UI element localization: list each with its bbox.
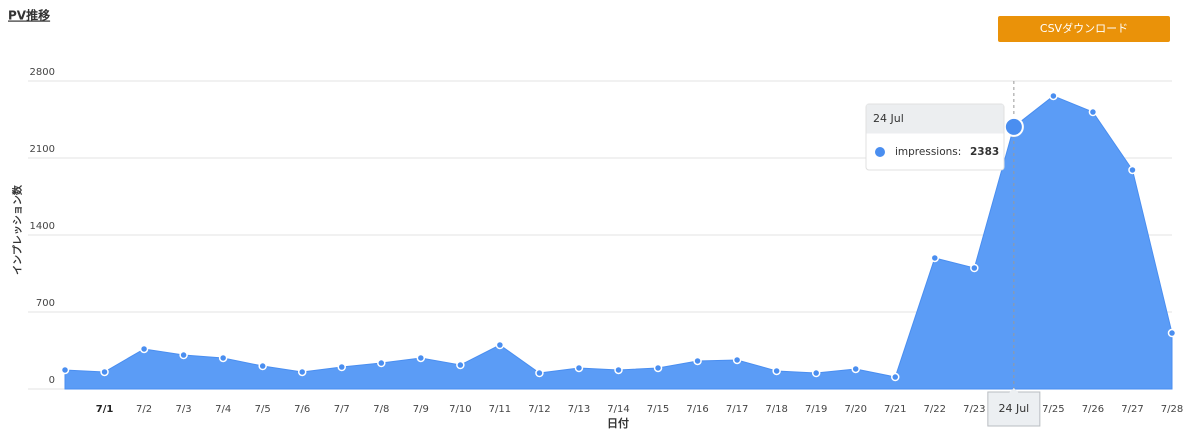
point xyxy=(693,356,702,366)
point xyxy=(297,367,307,377)
y-tick-label: 0 xyxy=(49,375,55,386)
point xyxy=(1088,107,1098,117)
x-tick-label: 24 Jul xyxy=(998,402,1029,415)
point xyxy=(535,368,544,378)
x-tick-label: 7/25 xyxy=(1042,404,1064,415)
y-tick-label: 2800 xyxy=(30,67,55,78)
point xyxy=(179,350,188,360)
point xyxy=(139,344,149,354)
x-axis-label: 日付 xyxy=(607,416,629,430)
x-tick-label: 7/21 xyxy=(884,404,906,415)
point xyxy=(456,360,465,370)
y-tick-label: 700 xyxy=(36,298,55,309)
x-tick-label: 7/13 xyxy=(568,404,590,415)
area xyxy=(64,95,1173,390)
chart-title: PV推移 xyxy=(8,8,50,23)
point xyxy=(258,361,267,371)
point xyxy=(416,353,426,363)
x-tick-label: 7/28 xyxy=(1161,404,1183,415)
x-tick-label: 7/1 xyxy=(96,404,114,415)
point xyxy=(100,367,109,377)
point xyxy=(732,355,742,365)
x-tick-label: 7/12 xyxy=(528,404,550,415)
point xyxy=(218,353,228,363)
tooltip-label: impressions: xyxy=(895,146,961,158)
point xyxy=(337,362,346,372)
point xyxy=(574,363,584,373)
x-tick-label: 7/19 xyxy=(805,404,827,415)
x-tick-label: 7/20 xyxy=(844,404,866,415)
x-tick-label: 7/5 xyxy=(255,404,271,415)
point xyxy=(1128,165,1137,175)
x-tick-label: 7/6 xyxy=(294,404,310,415)
x-tick-label: 7/18 xyxy=(765,404,787,415)
point xyxy=(377,358,386,368)
point xyxy=(1049,91,1058,101)
point xyxy=(1167,328,1177,338)
x-tick-label: 7/16 xyxy=(686,404,708,415)
point xyxy=(495,340,505,350)
point xyxy=(1003,116,1024,137)
x-tick-label: 7/8 xyxy=(373,404,389,415)
x-hover-caret xyxy=(1008,388,1019,393)
point xyxy=(930,253,940,263)
x-tick-label: 7/4 xyxy=(215,404,231,415)
tooltip-title: 24 Jul xyxy=(873,112,904,125)
button-label[interactable]: CSVダウンロード xyxy=(1040,21,1128,35)
x-tick-label: 7/7 xyxy=(334,404,350,415)
y-axis-label: インプレッション数 xyxy=(11,184,24,275)
tooltip-marker xyxy=(875,147,885,157)
x-tick-label: 7/14 xyxy=(607,404,629,415)
x-tick-label: 7/2 xyxy=(136,404,152,415)
point xyxy=(970,263,979,273)
point xyxy=(851,364,860,374)
x-tick-label: 7/15 xyxy=(647,404,669,415)
x-tick-label: 7/26 xyxy=(1082,404,1104,415)
x-tick-label: 7/17 xyxy=(726,404,748,415)
point xyxy=(653,363,663,373)
x-tick-label: 7/10 xyxy=(449,404,471,415)
point xyxy=(614,365,623,375)
csv-button[interactable]: CSVダウンロード xyxy=(998,16,1170,42)
x-tick-label: 7/23 xyxy=(963,404,985,415)
x-tick-label: 7/3 xyxy=(176,404,192,415)
x-tick-label: 7/11 xyxy=(489,404,511,415)
point xyxy=(60,365,70,375)
point xyxy=(772,366,781,376)
x-tick-label: 7/22 xyxy=(924,404,946,415)
x-tick-label: 7/9 xyxy=(413,404,429,415)
x-hover-box xyxy=(987,391,1041,427)
tooltip-value: 2383 xyxy=(970,146,999,158)
tooltip-header xyxy=(866,104,1004,134)
y-tick-label: 1400 xyxy=(30,221,55,232)
point xyxy=(811,368,821,378)
button-bg[interactable] xyxy=(998,16,1170,42)
point xyxy=(891,372,900,382)
x-tick-label: 7/27 xyxy=(1121,404,1143,415)
tooltip: 24 Jul impressions: 2383 xyxy=(865,103,1005,171)
y-tick-label: 2100 xyxy=(30,144,55,155)
